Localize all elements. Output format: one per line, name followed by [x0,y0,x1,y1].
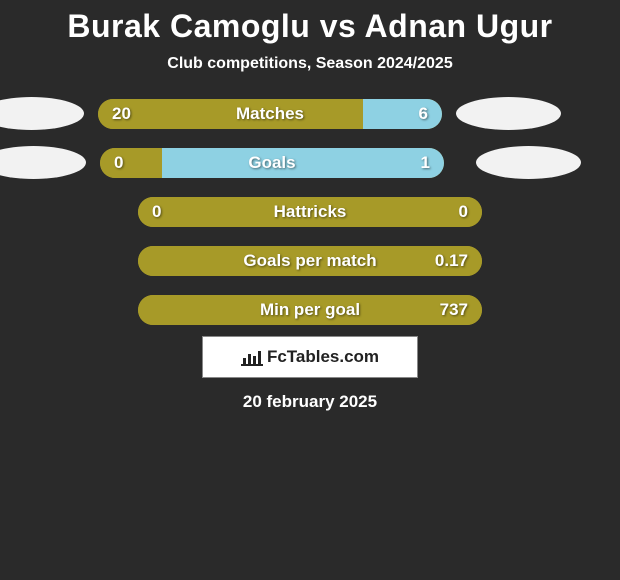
brand-text: FcTables.com [267,347,379,367]
player-left-avatar [0,97,84,130]
stat-row: 00Hattricks [0,195,620,228]
stat-label: Min per goal [138,295,482,325]
player-right-avatar [456,97,561,130]
stat-bar: 00Hattricks [138,197,482,227]
stat-label: Hattricks [138,197,482,227]
stat-bar: 737Min per goal [138,295,482,325]
comparison-infographic: Burak Camoglu vs Adnan Ugur Club competi… [0,0,620,412]
stat-label: Goals [100,148,444,178]
player-right-avatar [476,146,581,179]
stat-row: 0.17Goals per match [0,244,620,277]
stat-row: 737Min per goal [0,293,620,326]
stat-label: Matches [98,99,442,129]
player-left-avatar [0,146,86,179]
date-text: 20 february 2025 [243,392,377,412]
stat-label: Goals per match [138,246,482,276]
stat-bar: 0.17Goals per match [138,246,482,276]
stat-row: 01Goals [0,146,620,179]
stat-bar: 01Goals [100,148,444,178]
stat-bar: 206Matches [98,99,442,129]
stat-row: 206Matches [0,97,620,130]
page-subtitle: Club competitions, Season 2024/2025 [167,55,452,73]
page-title: Burak Camoglu vs Adnan Ugur [67,8,552,45]
brand-chart-icon [241,348,263,366]
brand-badge: FcTables.com [202,336,418,378]
stats-list: 206Matches 01Goals 00Hattricks 0.17Goals pe… [0,97,620,326]
